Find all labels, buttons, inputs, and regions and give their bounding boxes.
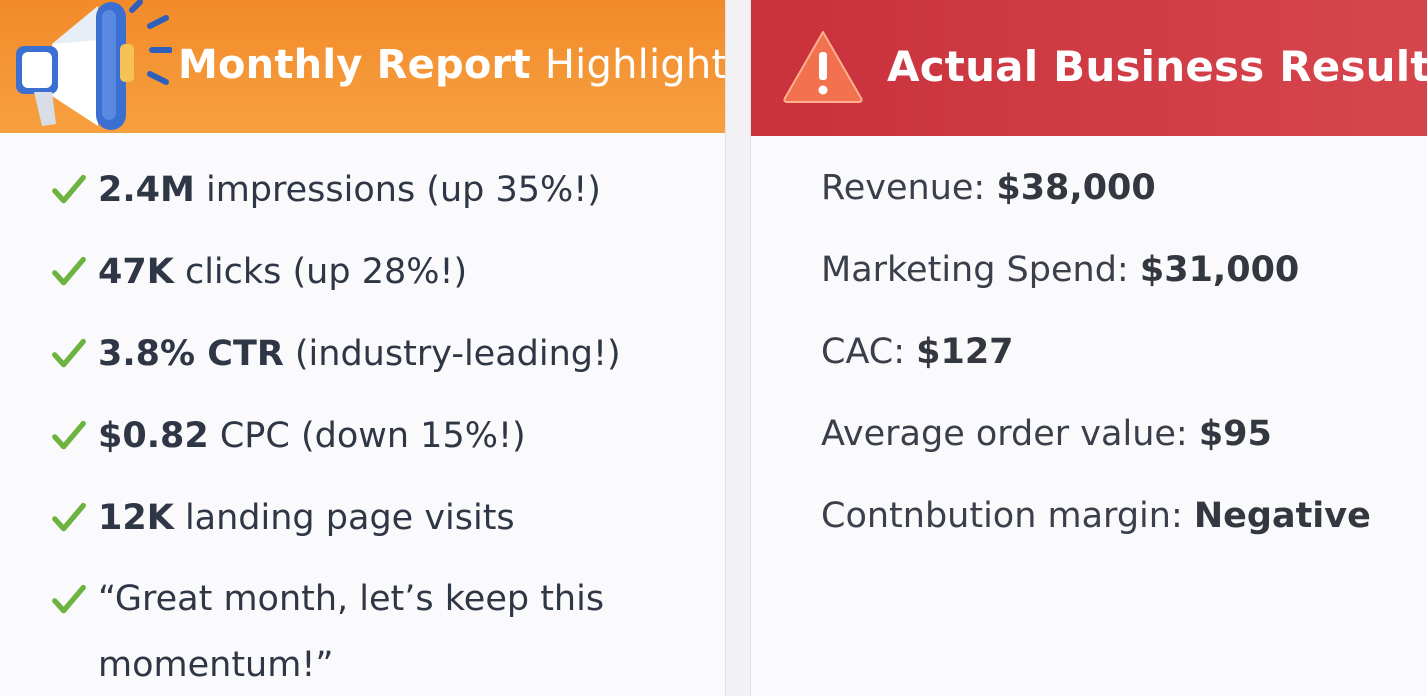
megaphone-icon <box>16 0 172 130</box>
list-item-value: 2.4M <box>98 170 195 210</box>
checkmark-icon <box>52 338 86 368</box>
warning-icon <box>783 31 863 103</box>
result-row-cac: CAC: $127 <box>821 332 1371 414</box>
title-bold-part: Monthly Report <box>178 42 531 88</box>
business-results-header: Actual Business Results <box>751 0 1427 136</box>
list-item-text: 3.8% CTR (industry-leading!) <box>98 334 621 374</box>
list-item-value: 47K <box>98 252 174 292</box>
checkmark-icon <box>52 256 86 286</box>
business-results-panel: Actual Business Results Revenue: $38,000… <box>750 0 1427 696</box>
result-value: Negative <box>1193 496 1371 536</box>
result-row-marketing-spend: Marketing Spend: $31,000 <box>821 250 1371 332</box>
list-item-text: 2.4M impressions (up 35%!) <box>98 170 601 210</box>
business-results-title: Actual Business Results <box>887 42 1427 91</box>
list-item-description: CPC (down 15%!) <box>208 416 526 456</box>
result-label: Revenue: <box>821 168 997 208</box>
list-item-text: 12K landing page visits <box>98 498 515 538</box>
checkmark-icon <box>52 584 86 614</box>
list-item-text: 47K clicks (up 28%!) <box>98 252 467 292</box>
list-item: 47K clicks (up 28%!) <box>40 252 621 334</box>
result-label: Average order value: <box>821 414 1199 454</box>
checkmark-icon <box>52 502 86 532</box>
list-item-quote: “Great month, let’s keep this momentum!” <box>40 579 621 696</box>
list-item-text: $0.82 CPC (down 15%!) <box>98 416 526 456</box>
quote-line-1: “Great month, let’s keep this <box>98 579 605 619</box>
result-label: Contnbution margin: <box>821 496 1194 536</box>
list-item-value: $0.82 <box>98 416 209 456</box>
list-item-value: 3.8% CTR <box>98 334 284 374</box>
list-item-description: landing page visits <box>173 498 515 538</box>
monthly-report-title: Monthly Report Highlights <box>178 42 726 88</box>
monthly-report-panel: Monthly Report Highlights 2.4M impressio… <box>0 0 726 696</box>
quote-text: “Great month, let’s keep this momentum!” <box>98 566 604 696</box>
list-item: 3.8% CTR (industry-leading!) <box>40 334 621 416</box>
checkmark-icon <box>52 420 86 450</box>
result-value: $38,000 <box>996 168 1156 208</box>
title-light-part: Highlights <box>544 42 726 88</box>
results-list: Revenue: $38,000 Marketing Spend: $31,00… <box>821 168 1371 578</box>
result-value: $31,000 <box>1139 250 1300 290</box>
list-item: 2.4M impressions (up 35%!) <box>40 170 621 252</box>
list-item-description: (industry-leading!) <box>283 334 621 374</box>
result-row-contribution-margin: Contnbution margin: Negative <box>821 496 1371 578</box>
result-label: CAC: <box>821 332 917 372</box>
result-label: Marketing Spend: <box>821 250 1140 290</box>
list-item-description: impressions (up 35%!) <box>194 170 601 210</box>
highlights-list: 2.4M impressions (up 35%!) 47K clicks (u… <box>40 170 621 696</box>
list-item: 12K landing page visits <box>40 498 621 580</box>
list-item-description: clicks (up 28%!) <box>173 252 468 292</box>
list-item-value: 12K <box>98 498 174 538</box>
result-row-average-order-value: Average order value: $95 <box>821 414 1371 496</box>
list-item: $0.82 CPC (down 15%!) <box>40 416 621 498</box>
quote-line-2: momentum!” <box>98 645 334 685</box>
result-value: $127 <box>916 332 1014 372</box>
checkmark-icon <box>52 174 86 204</box>
monthly-report-header: Monthly Report Highlights <box>0 0 725 133</box>
result-row-revenue: Revenue: $38,000 <box>821 168 1371 250</box>
result-value: $95 <box>1198 414 1272 454</box>
